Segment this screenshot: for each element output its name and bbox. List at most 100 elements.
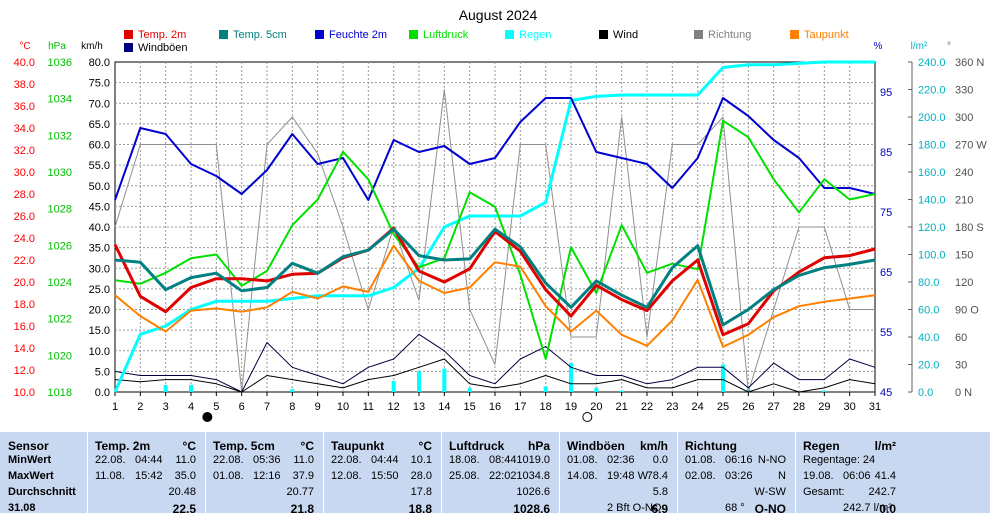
- table-header-unit: °C: [182, 439, 196, 453]
- pressure-tick-label: 1024: [48, 277, 72, 289]
- humidity-tick-label: 65: [880, 267, 892, 279]
- table-cell-date: 19.08.: [803, 470, 834, 482]
- x-tick-label: 19: [565, 401, 577, 413]
- axis-unit-label: °: [947, 41, 951, 52]
- x-tick-label: 28: [793, 401, 805, 413]
- table-cell-time: 242.7 l/m²: [843, 502, 892, 514]
- table-cell-time: 22:02: [489, 470, 517, 482]
- table-cell-date: 01.08.: [567, 454, 598, 466]
- legend-label: Taupunkt: [804, 29, 849, 41]
- legend-swatch: [124, 30, 133, 39]
- rain-daily-bar: [189, 385, 193, 392]
- legend-swatch: [315, 30, 324, 39]
- table-cell-value: 1034.8: [516, 470, 550, 482]
- x-tick-label: 7: [264, 401, 270, 413]
- direction-tick-label: 360 N: [955, 57, 984, 69]
- x-tick-label: 10: [337, 401, 349, 413]
- rain-tick-label: 0.0: [918, 387, 933, 399]
- x-tick-label: 15: [464, 401, 476, 413]
- table-cell-value: 0.0: [879, 502, 896, 516]
- legend-label: Windböen: [138, 42, 188, 54]
- table-cell-time: 04:44: [371, 454, 399, 466]
- table-cell-value: 11.0: [293, 454, 314, 466]
- rain-tick-label: 180.0: [918, 140, 946, 152]
- rain-daily-bar: [442, 368, 447, 392]
- temp-tick-label: 16.0: [14, 321, 35, 333]
- legend-swatch: [790, 30, 799, 39]
- table-cell-time: 12:16: [253, 470, 281, 482]
- wind-tick-label: 15.0: [89, 325, 110, 337]
- wind-tick-label: 20.0: [89, 305, 110, 317]
- legend-label: Temp. 5cm: [233, 29, 287, 41]
- rain-tick-label: 40.0: [918, 332, 939, 344]
- direction-tick-label: 300: [955, 112, 973, 124]
- pressure-tick-label: 1034: [48, 94, 72, 106]
- direction-tick-label: 330: [955, 85, 973, 97]
- series-pressure-line: [114, 119, 876, 360]
- table-cell-date: 01.08.: [213, 470, 244, 482]
- x-tick-label: 5: [213, 401, 219, 413]
- table-cell-value: 1028.6: [513, 502, 550, 516]
- x-tick-label: 26: [742, 401, 754, 413]
- x-tick-label: 30: [844, 401, 856, 413]
- pressure-tick-label: 1028: [48, 204, 72, 216]
- series-dewpoint-line: [114, 244, 876, 348]
- table-cell-value: W-SW: [754, 486, 786, 498]
- rain-daily-bar: [721, 364, 725, 392]
- rain-daily-bar: [290, 389, 295, 392]
- x-tick-label: 24: [692, 401, 704, 413]
- table-cell-value: N: [778, 470, 786, 482]
- x-tick-label: 25: [717, 401, 729, 413]
- table-header-unit: °C: [300, 439, 314, 453]
- table-cell-time: 19:48 W: [607, 470, 648, 482]
- temp-tick-label: 26.0: [14, 211, 35, 223]
- wind-tick-label: 70.0: [89, 98, 110, 110]
- x-tick-label: 17: [514, 401, 526, 413]
- direction-tick-label: 150: [955, 250, 973, 262]
- direction-tick-label: 120: [955, 277, 973, 289]
- temp-tick-label: 18.0: [14, 299, 35, 311]
- x-tick-label: 21: [616, 401, 628, 413]
- humidity-tick-label: 85: [880, 147, 892, 159]
- wind-tick-label: 55.0: [89, 160, 110, 172]
- table-cell-value: 28.0: [410, 470, 432, 482]
- table-cell-date: Gesamt:: [803, 486, 845, 498]
- direction-tick-label: 210: [955, 195, 973, 207]
- wind-tick-label: 65.0: [89, 119, 110, 131]
- pressure-tick-label: 1022: [48, 314, 72, 326]
- temp-tick-label: 14.0: [14, 343, 35, 355]
- rain-tick-label: 160.0: [918, 167, 946, 179]
- x-tick-label: 29: [818, 401, 830, 413]
- table-header-label: Regen: [803, 439, 840, 453]
- table-cell-date: 25.08.: [449, 470, 480, 482]
- axis-unit-labels: °C hPa km/h% l/m² °: [19, 41, 951, 52]
- table-cell-value: 18.8: [408, 502, 432, 516]
- temp-tick-label: 40.0: [14, 57, 35, 69]
- table-header-label: Taupunkt: [331, 439, 385, 453]
- table-cell-date: 22.08.: [213, 454, 244, 466]
- row-label: MaxWert: [8, 470, 54, 482]
- legend-swatch: [409, 30, 418, 39]
- wind-tick-label: 0.0: [95, 387, 110, 399]
- pressure-tick-label: 1032: [48, 130, 72, 142]
- temp-tick-label: 22.0: [14, 255, 35, 267]
- table-header-unit: l/m²: [874, 439, 896, 453]
- table-header-label: Luftdruck: [449, 439, 505, 453]
- pressure-tick-label: 1036: [48, 57, 72, 69]
- table-cell-date: 18.08.: [449, 454, 480, 466]
- temp-tick-label: 10.0: [14, 387, 35, 399]
- full-moon-icon: [582, 412, 593, 422]
- rain-daily-bar: [417, 371, 421, 392]
- legend-swatch: [124, 43, 133, 52]
- legend-swatch: [505, 30, 514, 39]
- series-rain-line: [113, 60, 875, 393]
- table-cell-date: 22.08.: [95, 454, 126, 466]
- legend-label: Wind: [613, 29, 638, 41]
- table-cell-value: 22.5: [172, 502, 196, 516]
- temp-tick-label: 34.0: [14, 123, 35, 135]
- wind-tick-label: 80.0: [89, 57, 110, 69]
- column-separator: [441, 432, 442, 513]
- table-cell-time: 68 °: [725, 502, 745, 514]
- direction-tick-label: 0 N: [955, 387, 972, 399]
- table-cell-time: 06:06: [843, 470, 871, 482]
